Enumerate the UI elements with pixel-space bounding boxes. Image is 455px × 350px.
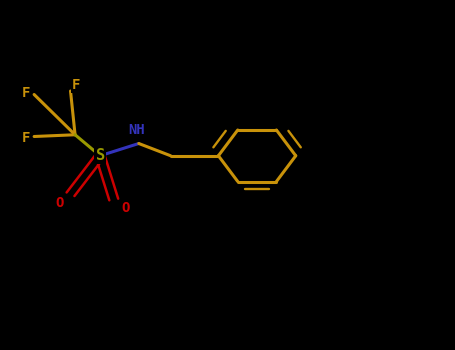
- Text: O: O: [121, 201, 129, 215]
- Text: F: F: [22, 86, 30, 100]
- Text: O: O: [55, 196, 63, 210]
- Text: NH: NH: [128, 123, 145, 137]
- Text: F: F: [22, 131, 30, 145]
- Text: F: F: [72, 78, 80, 92]
- Text: S: S: [96, 148, 105, 163]
